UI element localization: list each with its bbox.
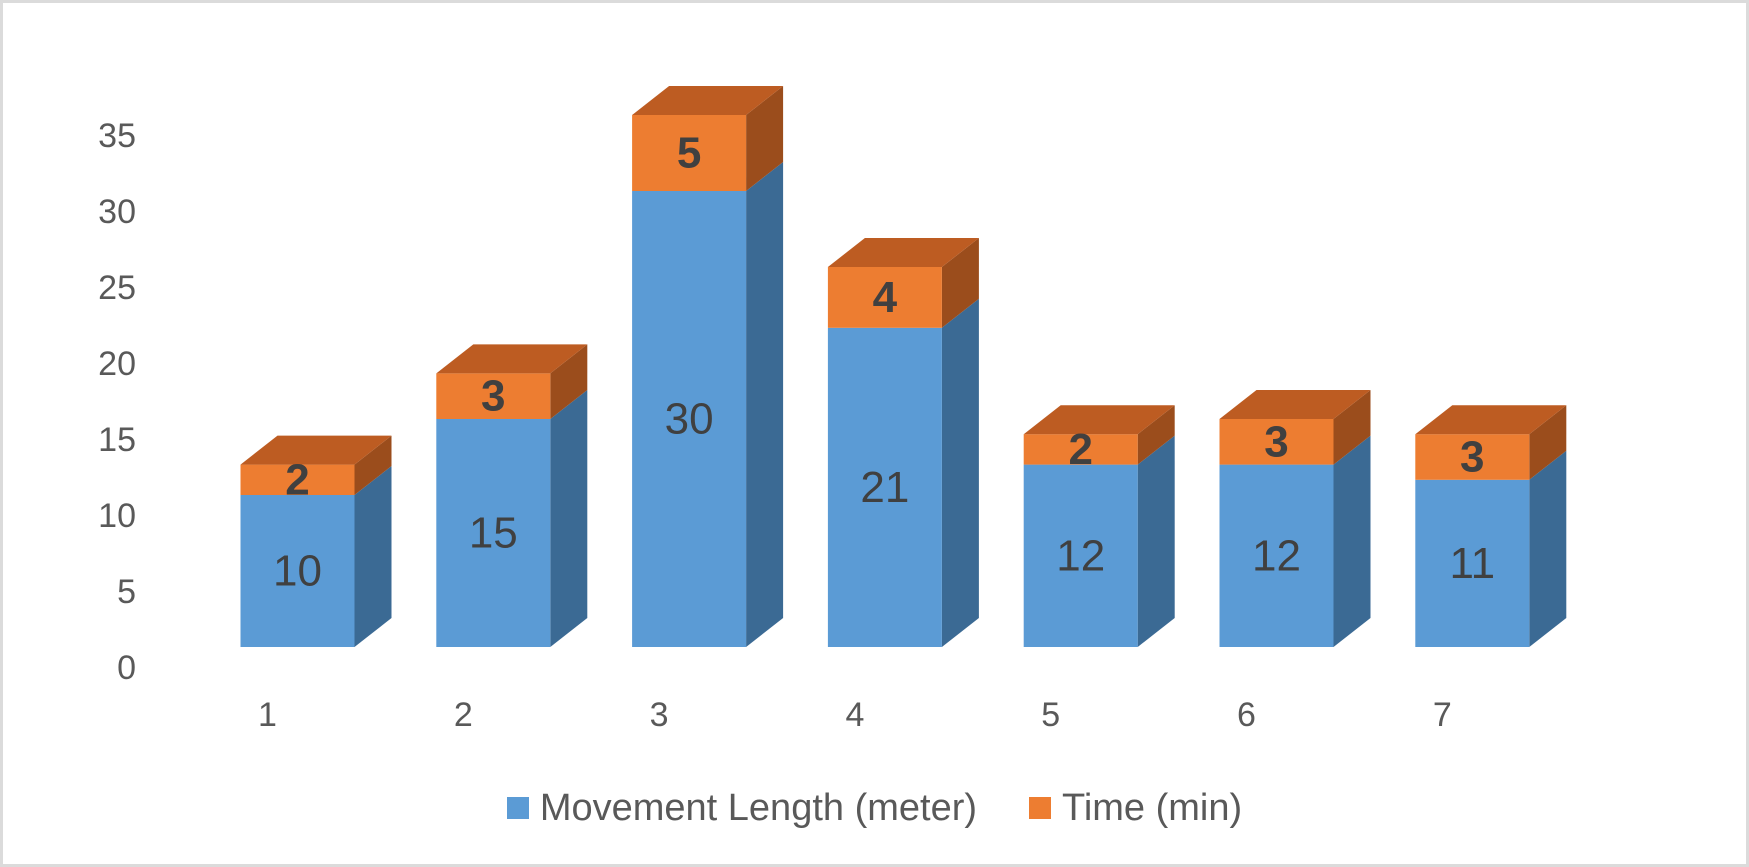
bar-column-5: 12 2 <box>1023 405 1175 647</box>
bar-column-4: 21 4 <box>827 238 979 647</box>
data-label-movement-length: 21 <box>860 463 909 512</box>
legend-swatch-movement-length <box>506 797 529 819</box>
bar-segment-movement-length[interactable] <box>1219 464 1334 647</box>
data-label-time: 3 <box>481 372 505 421</box>
bar-side-time <box>746 86 784 191</box>
x-axis-category-label: 5 <box>1041 696 1060 734</box>
bar-segment-time[interactable] <box>1219 419 1334 465</box>
x-axis-category-label: 3 <box>650 696 669 734</box>
bar-segment-time[interactable] <box>1415 434 1530 480</box>
bar-segment-movement-length[interactable] <box>827 327 942 647</box>
bar-top-face <box>1219 390 1371 419</box>
bar-segment-time[interactable] <box>827 267 942 328</box>
x-axis-category-label: 6 <box>1237 696 1256 734</box>
data-label-movement-length: 12 <box>1056 531 1105 580</box>
bar-side-movement-length <box>354 466 392 647</box>
bar-side-movement-length <box>1529 450 1567 647</box>
x-axis-category-label: 4 <box>845 696 864 734</box>
bar-column-1: 10 2 <box>240 435 392 647</box>
bar-column-6: 12 3 <box>1219 390 1371 647</box>
legend-item-time[interactable]: Time (min) <box>1029 789 1242 827</box>
bar-segment-movement-length[interactable] <box>1415 479 1530 647</box>
data-label-time: 3 <box>1264 417 1288 466</box>
bar-side-time <box>1333 390 1371 465</box>
bar-side-movement-length <box>1333 435 1371 647</box>
bar-top-face <box>240 435 392 465</box>
bar-side-movement-length <box>1137 435 1175 647</box>
bar-top-face <box>1415 405 1567 435</box>
y-axis-tick-label: 0 <box>117 649 136 687</box>
y-axis-tick-label: 30 <box>98 193 136 231</box>
chart-legend: Movement Length (meter) Time (min) <box>3 789 1746 827</box>
data-label-movement-length: 15 <box>469 509 518 558</box>
data-label-movement-length: 10 <box>273 547 322 596</box>
bar-side-time <box>941 238 979 328</box>
bar-column-2: 15 3 <box>436 344 588 647</box>
bar-side-movement-length <box>746 162 784 647</box>
y-axis-tick-label: 25 <box>98 269 136 307</box>
data-label-movement-length: 12 <box>1252 531 1301 580</box>
bar-segment-time[interactable] <box>240 464 355 495</box>
legend-label-movement-length: Movement Length (meter) <box>539 787 978 829</box>
bar-side-time <box>354 435 392 495</box>
bar-segment-movement-length[interactable] <box>632 191 747 647</box>
legend-label-time: Time (min) <box>1062 787 1243 829</box>
data-label-time: 2 <box>1068 425 1092 474</box>
data-label-time: 2 <box>285 455 309 504</box>
bar-segment-movement-length[interactable] <box>240 495 355 647</box>
bar-side-time <box>1137 405 1175 465</box>
bar-top-face <box>1023 405 1175 435</box>
y-axis-tick-label: 35 <box>98 117 136 155</box>
bar-top-face <box>436 344 588 374</box>
data-label-movement-length: 11 <box>1449 539 1495 588</box>
y-axis-tick-label: 20 <box>98 345 136 383</box>
y-axis-tick-label: 5 <box>117 573 136 611</box>
y-axis-tick-label: 10 <box>98 497 136 535</box>
bar-column-7: 11 3 <box>1415 405 1567 647</box>
legend-swatch-time <box>1029 797 1052 819</box>
data-label-movement-length: 30 <box>665 395 714 444</box>
stacked-bar-chart: 3530252015105010211532305321441225123611… <box>98 86 1567 734</box>
data-label-time: 4 <box>873 273 898 322</box>
data-label-time: 3 <box>1460 433 1484 482</box>
bar-top-face <box>632 86 784 115</box>
bar-segment-movement-length[interactable] <box>436 419 551 647</box>
bar-segment-time[interactable] <box>632 115 747 191</box>
y-axis-tick-label: 15 <box>98 421 136 459</box>
legend-item-movement-length[interactable]: Movement Length (meter) <box>506 787 978 829</box>
bar-side-time <box>1529 405 1567 480</box>
bar-column-3: 30 5 <box>632 86 784 647</box>
bar-side-movement-length <box>941 298 979 647</box>
x-axis-category-label: 2 <box>454 696 473 734</box>
x-axis-category-label: 1 <box>258 696 277 734</box>
bar-segment-time[interactable] <box>436 373 551 419</box>
x-axis-category-label: 7 <box>1433 696 1452 734</box>
bar-segment-time[interactable] <box>1023 434 1138 465</box>
bar-side-movement-length <box>550 390 588 647</box>
bar-segment-movement-length[interactable] <box>1023 464 1138 647</box>
data-label-time: 5 <box>677 129 701 178</box>
bar-top-face <box>827 238 979 267</box>
bar-side-time <box>550 344 588 419</box>
